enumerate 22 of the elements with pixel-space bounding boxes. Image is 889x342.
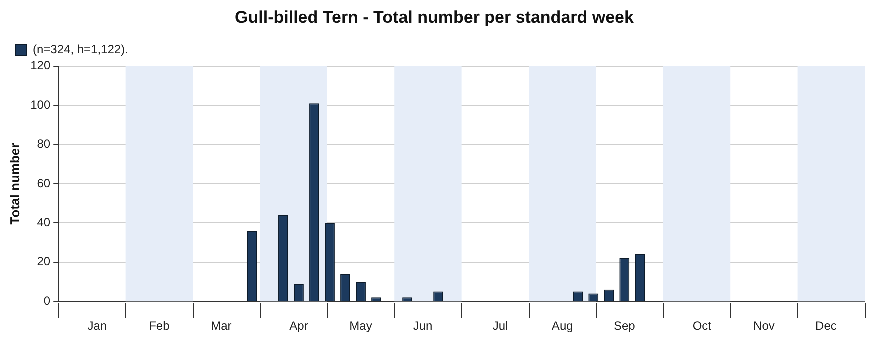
- x-tick-label: Jul: [492, 319, 508, 334]
- x-tick-label: Dec: [816, 319, 837, 334]
- x-tick-label: May: [350, 319, 372, 334]
- y-tick-label: 60: [37, 176, 51, 190]
- y-tick-label: 0: [44, 294, 51, 308]
- y-axis-title: Total number: [7, 143, 22, 225]
- y-tick-label: 40: [37, 216, 51, 230]
- x-tick-label: Oct: [692, 319, 712, 334]
- y-tick-label: 20: [37, 254, 51, 269]
- x-tick-label: Nov: [754, 319, 775, 334]
- y-tick-label: 120: [30, 58, 51, 73]
- x-tick-label: Mar: [211, 319, 232, 334]
- chart-title: Gull-billed Tern - Total number per standard week: [235, 8, 635, 27]
- x-tick-label: Jun: [413, 319, 433, 334]
- x-tick-label: Jan: [88, 319, 108, 334]
- y-tick-label: 80: [37, 137, 51, 152]
- x-tick-label: Sep: [614, 319, 636, 334]
- x-tick-label: Aug: [552, 319, 574, 334]
- x-tick-label: Feb: [149, 319, 170, 334]
- x-tick-label: Apr: [290, 319, 308, 334]
- legend-label: (n=324, h=1,122).: [33, 42, 128, 57]
- y-tick-label: 100: [30, 98, 51, 112]
